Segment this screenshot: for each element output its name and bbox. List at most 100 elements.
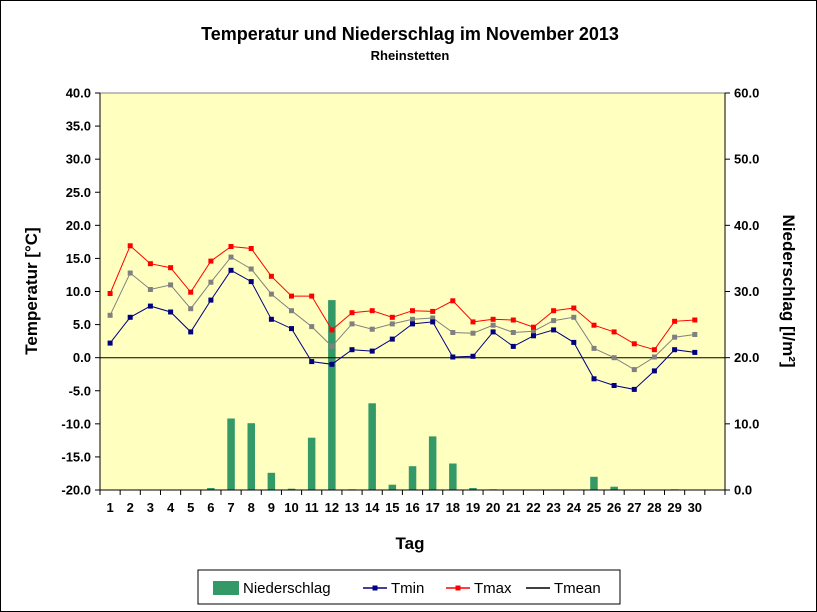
- tmax-point: [188, 289, 194, 295]
- tmax-point: [208, 258, 214, 264]
- tmean-point: [107, 312, 113, 318]
- tmax-point: [349, 310, 355, 316]
- x-tick-label: 24: [567, 500, 582, 515]
- tmean-point: [349, 321, 355, 327]
- tmean-point: [188, 306, 194, 312]
- x-tick-label: 23: [546, 500, 560, 515]
- tmin-point: [228, 267, 234, 273]
- tmin-point: [450, 354, 456, 360]
- legend-label-niederschlag: Niederschlag: [243, 580, 331, 597]
- legend-label-tmax: Tmax: [474, 580, 512, 597]
- tmin-point: [127, 314, 133, 320]
- precip-bar: [590, 476, 598, 490]
- tmin-point: [188, 329, 194, 335]
- tmin-point: [591, 376, 597, 382]
- tmean-point: [631, 367, 637, 373]
- tmean-point: [591, 345, 597, 351]
- plot-area: [99, 92, 726, 491]
- precip-bar: [388, 484, 397, 490]
- x-tick-label: 11: [305, 500, 319, 515]
- tmin-point: [147, 303, 153, 309]
- tmean-point: [611, 355, 617, 361]
- chart-subtitle: Rheinstetten: [371, 48, 450, 63]
- precip-bar: [207, 488, 215, 490]
- y-tick-label: -10.0: [61, 416, 91, 431]
- y-tick-label: 10.0: [66, 284, 91, 299]
- x-tick-label: 6: [207, 500, 214, 515]
- legend-label-tmean: Tmean: [554, 580, 601, 597]
- tmax-point: [389, 314, 395, 320]
- tmax-point: [430, 308, 436, 314]
- x-tick-label: 20: [486, 500, 500, 515]
- tmean-point: [389, 321, 395, 327]
- tmin-point: [309, 359, 315, 365]
- tmean-point: [490, 322, 496, 328]
- tmean-point: [268, 291, 274, 297]
- tmean-point: [329, 343, 335, 349]
- legend-item-niederschlag: Niederschlag: [213, 580, 331, 597]
- legend-item-tmin: Tmin: [363, 580, 424, 597]
- tmin-point: [107, 340, 113, 346]
- x-tick-label: 30: [688, 500, 702, 515]
- tmax-point: [410, 308, 415, 314]
- tmean-point: [208, 279, 214, 285]
- tmin-point: [631, 386, 637, 392]
- tmean-point: [309, 324, 315, 330]
- tmean-point: [147, 287, 153, 292]
- tmean-point: [168, 282, 174, 288]
- tmean-point: [510, 330, 516, 335]
- tmax-point: [228, 244, 234, 249]
- y-axis-right-ticks: 60.0 50.0 40.0 30.0 20.0 10.0 0.0: [724, 86, 759, 498]
- x-tick-label: 2: [127, 500, 134, 515]
- x-tick-label: 8: [248, 500, 255, 515]
- tmean-point: [672, 334, 678, 340]
- tmax-point: [168, 265, 174, 271]
- y2-tick-label: 10.0: [734, 416, 759, 431]
- precip-bar: [408, 466, 417, 490]
- tmin-point: [672, 347, 678, 353]
- tmean-point: [450, 330, 456, 335]
- x-axis-ticks: 1 2 3 4 5 6 7 8 9 10 11 12 13 14 15 16 17 18 19 20 21 22 23 24 2…: [99, 489, 726, 515]
- tmax-point: [147, 261, 153, 267]
- tmax-point: [450, 298, 456, 304]
- tmax-point: [611, 329, 617, 335]
- tmin-point: [329, 361, 335, 367]
- y-tick-label: -5.0: [69, 383, 91, 398]
- tmean-point: [470, 330, 476, 336]
- tmax-point: [127, 243, 133, 249]
- tmax-point: [470, 319, 476, 325]
- tmax-point: [551, 308, 557, 314]
- x-tick-label: 22: [526, 500, 540, 515]
- x-tick-label: 27: [627, 500, 641, 515]
- legend-marker-tmin: [372, 585, 378, 591]
- precip-bar: [247, 423, 255, 490]
- tmin-point: [289, 326, 294, 332]
- x-tick-label: 26: [607, 500, 621, 515]
- x-tick-label: 14: [365, 500, 380, 515]
- tmean-point: [127, 270, 133, 276]
- tmin-point: [430, 319, 436, 325]
- tmax-point: [268, 273, 274, 279]
- x-tick-label: 15: [385, 500, 399, 515]
- y2-tick-label: 60.0: [734, 86, 759, 101]
- x-tick-label: 12: [325, 500, 339, 515]
- tmin-point: [168, 309, 174, 315]
- tmean-point: [531, 328, 536, 334]
- y-tick-label: -20.0: [61, 483, 91, 498]
- y2-tick-label: 0.0: [734, 483, 752, 498]
- x-tick-label: 28: [647, 500, 661, 515]
- tmax-point: [571, 305, 577, 311]
- chart-title: Temperatur und Niederschlag im November …: [201, 24, 619, 44]
- precipitation-bars: [207, 300, 679, 490]
- tmin-point: [208, 297, 214, 303]
- tmin-line: [109, 269, 695, 390]
- y-tick-label: -15.0: [61, 449, 91, 464]
- precip-bar: [449, 463, 457, 490]
- tmean-point: [410, 316, 415, 322]
- y2-tick-label: 50.0: [734, 152, 759, 167]
- precip-bar: [428, 436, 437, 490]
- tmax-point: [329, 327, 335, 333]
- tmean-point: [551, 318, 557, 324]
- y-axis-label: Temperatur [°C]: [22, 227, 41, 354]
